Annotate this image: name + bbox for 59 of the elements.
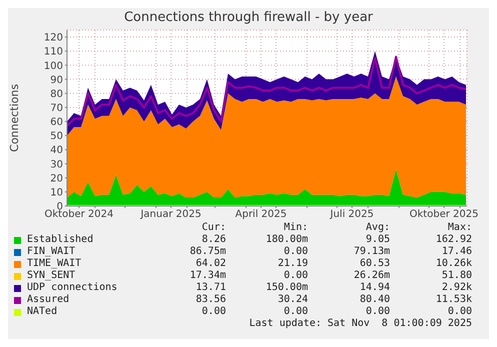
legend-label: Assured (27, 294, 70, 306)
text: 80.40 (358, 294, 390, 306)
y-tick-label: 60 (50, 117, 63, 128)
text: 83.56 (194, 294, 226, 306)
legend-label: SYN_SENT (27, 270, 76, 282)
text: 180.00m (264, 234, 308, 246)
text: 17.34m (188, 270, 226, 282)
text: 26.26m (352, 270, 390, 282)
text: 0.00 (282, 246, 308, 258)
text: 9.05 (364, 234, 390, 246)
text: Avg: (364, 222, 390, 234)
text: 21.19 (276, 258, 308, 270)
y-tick-label: 30 (50, 159, 63, 170)
x-tick-label: Juli 2025 (329, 209, 374, 220)
y-tick-label: 50 (50, 131, 63, 142)
line-series (67, 56, 467, 127)
x-tick-label: Januar 2025 (140, 209, 202, 220)
y-tick-label: 10 (50, 187, 63, 198)
y-tick-label: 90 (50, 74, 63, 86)
text: 2.92k (440, 282, 472, 294)
text: 10.26k (434, 258, 472, 270)
legend-label: TIME_WAIT (27, 258, 82, 270)
text: 30.24 (276, 294, 308, 306)
text: 13.71 (194, 282, 226, 294)
text: Cur: (200, 222, 226, 234)
text: 60.53 (358, 258, 390, 270)
text: 150.00m (264, 282, 308, 294)
legend-label: NATed (27, 306, 58, 318)
legend-label: UDP connections (27, 282, 118, 294)
text: 8.26 (200, 234, 226, 246)
y-tick-label: 20 (50, 173, 63, 184)
y-tick-label: 120 (44, 32, 63, 44)
text: 79.13m (352, 246, 390, 258)
text: 162.92 (434, 234, 472, 246)
text: 51.80 (440, 270, 472, 282)
text: 0.00 (446, 306, 472, 318)
y-tick-label: 70 (50, 102, 63, 114)
y-tick-label: 110 (44, 46, 63, 58)
legend-label: Established (27, 234, 94, 246)
text: 17.46 (440, 246, 472, 258)
text: 0.00 (200, 306, 226, 318)
text: 14.94 (358, 282, 390, 294)
text: 0.00 (282, 306, 308, 318)
text: 0.00 (282, 270, 308, 282)
y-tick-label: 100 (44, 60, 63, 72)
text: 11.53k (434, 294, 472, 306)
x-tick-label: Oktober 2025 (410, 209, 478, 220)
text: 0.00 (364, 306, 390, 318)
chart-title: Connections through firewall - by year (123, 9, 374, 26)
y-tick-label: 80 (50, 88, 63, 100)
text: 86.75m (188, 246, 226, 258)
y-axis-title: Connections (8, 84, 21, 152)
text: Max: (446, 222, 472, 234)
legend-label: FIN_WAIT (27, 246, 76, 258)
text: 64.02 (194, 258, 226, 270)
text: Last update: Sat Nov 8 01:00:09 2025 (248, 318, 472, 330)
text: Min: (282, 222, 308, 234)
y-tick-label: 40 (50, 145, 63, 156)
x-tick-label: April 2025 (235, 209, 287, 220)
